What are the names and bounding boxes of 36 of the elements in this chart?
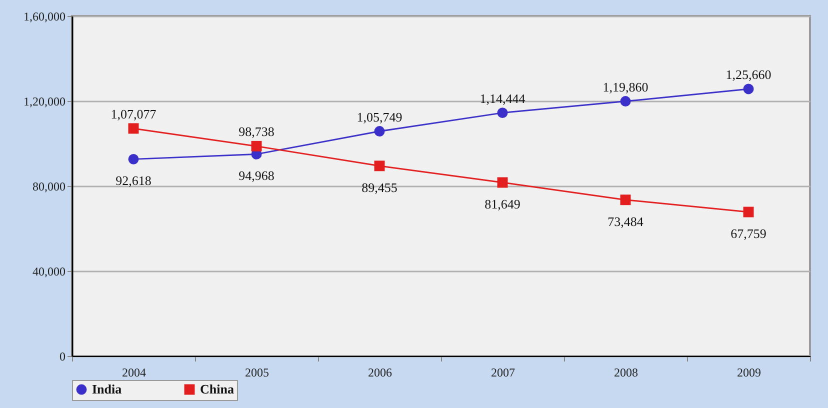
y-tick-label: 80,000 [32,180,66,194]
y-tick-label: 40,000 [32,264,66,278]
data-label: 81,649 [484,196,520,212]
data-label: 1,14,444 [480,90,526,106]
data-label: 98,738 [238,124,274,140]
data-label: 1,07,077 [110,106,157,122]
y-tick-label: 1,20,000 [24,94,66,108]
y-tick-label: 0 [60,350,66,364]
point [620,194,631,206]
point [374,126,385,137]
x-tick-label: 2004 [122,366,146,380]
data-label: 1,19,860 [602,79,648,94]
point [374,160,385,172]
x-tick-label: 2006 [368,366,392,380]
data-label: 1,25,660 [726,66,772,82]
x-tick-label: 2005 [245,366,269,380]
data-label: 73,484 [608,214,644,229]
point [620,96,631,107]
legend-label: India [92,382,122,397]
data-label: 92,618 [116,173,152,188]
data-label: 94,968 [238,168,274,184]
x-tick-label: 2009 [737,366,761,380]
x-tick-label: 2007 [491,366,515,380]
data-label: 67,759 [730,226,766,242]
point [743,206,754,218]
point [497,108,508,118]
point [251,140,262,152]
x-tick-label: 2008 [614,366,638,380]
point [743,84,754,94]
data-label: 1,05,749 [356,109,402,124]
point [128,123,139,134]
legend-label: China [200,382,234,397]
point [497,177,508,188]
point [128,154,139,164]
y-tick-label: 1,60,000 [24,10,66,24]
data-label: 89,455 [362,180,398,195]
